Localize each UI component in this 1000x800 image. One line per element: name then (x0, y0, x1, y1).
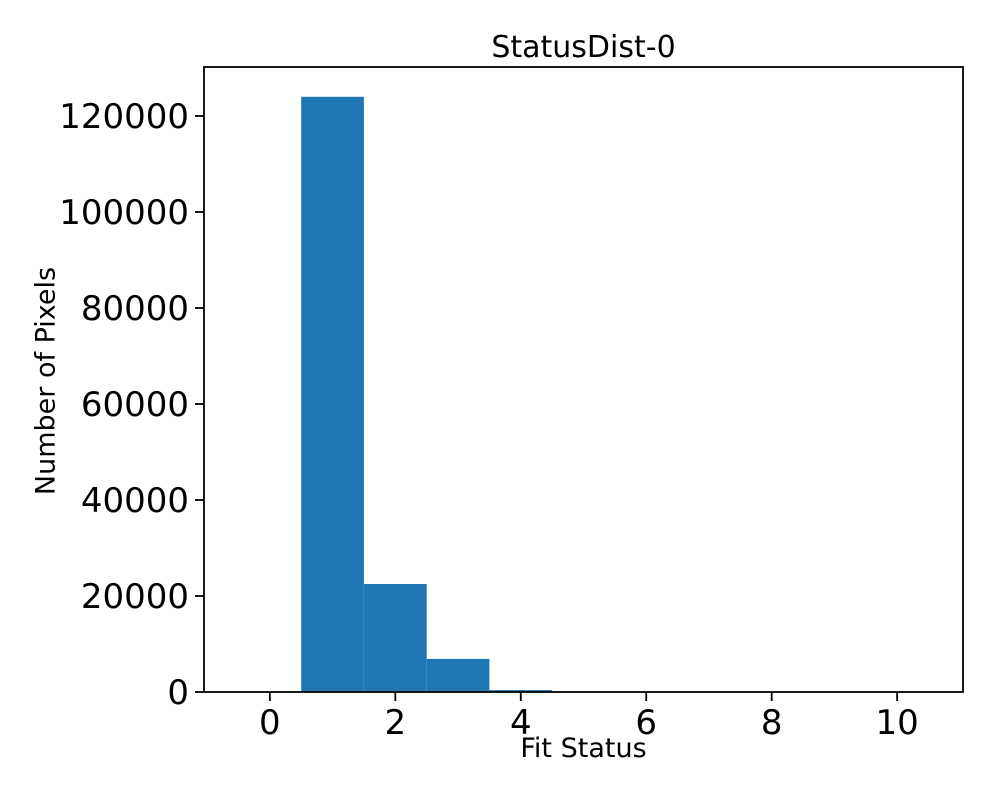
histogram-bar (301, 96, 364, 693)
histogram-bar (364, 584, 427, 692)
y-tick-label: 20000 (81, 577, 189, 617)
y-tick-label: 120000 (59, 97, 189, 137)
x-axis-label: Fit Status (520, 733, 647, 764)
histogram-bar (426, 658, 490, 692)
x-tick-label: 0 (259, 703, 281, 743)
y-tick-label: 60000 (81, 385, 189, 425)
chart-title: StatusDist-0 (491, 30, 676, 65)
y-tick-label: 0 (167, 673, 189, 713)
histogram-bar (489, 690, 553, 692)
x-tick-label: 4 (510, 703, 532, 743)
y-axis-label: Number of Pixels (30, 266, 62, 496)
x-tick-label: 8 (761, 703, 783, 743)
axes-frame (203, 66, 964, 693)
x-tick-label: 2 (384, 703, 406, 743)
y-tick-label: 100000 (59, 193, 189, 233)
x-tick-label: 6 (635, 703, 657, 743)
y-tick-label: 80000 (81, 289, 189, 329)
y-tick-label: 40000 (81, 481, 189, 521)
x-tick-label: 10 (876, 703, 919, 743)
